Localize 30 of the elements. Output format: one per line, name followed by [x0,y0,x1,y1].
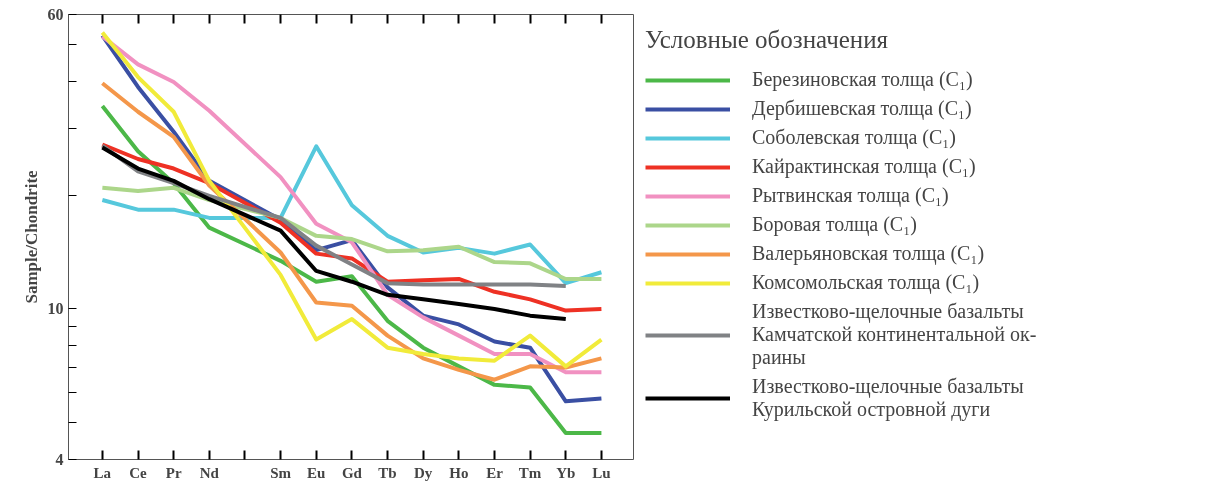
x-tick-label: Ho [449,464,469,481]
x-tick-label: Nd [199,464,220,481]
y-axis-title: Sample/Chondrite [21,169,41,304]
y-tick-label: 60 [47,6,64,23]
x-tick-label: Eu [307,464,326,481]
legend-label: Известково-щелочные базальты Курильской островной дуги [752,375,1024,421]
x-tick-label: Tm [518,464,542,481]
legend-label: Соболевская толща (C₁) [752,126,956,149]
legend-label: Кайрактинская толща (C₁) [752,155,976,178]
x-tick-label: Ce [129,464,148,481]
legend-label: Березиновская толща (C₁) [752,68,973,91]
x-tick-label: Pr [165,464,182,481]
y-tick-label: 4 [55,451,64,468]
x-tick-label: Yb [556,464,576,481]
legend-label: Валерьяновская толща (C₁) [752,242,985,265]
legend-label: Рытвинская толща (C₁) [752,184,949,207]
legend-label: Дербишевская толща (C₁) [752,97,972,120]
x-tick-label: Sm [270,464,292,481]
x-tick-label: Tb [378,464,397,481]
legend-label: Комсомольская толща (C₁) [752,271,980,294]
x-tick-label: La [93,464,112,481]
x-tick-label: Er [486,464,504,481]
y-tick-label: 10 [47,300,64,318]
x-tick-label: Gd [341,464,363,481]
line-series [100,81,604,382]
x-tick-label: Lu [592,464,611,481]
legend-title: Условные обозначения [645,26,890,54]
legend-label: Известково-щелочные базальты Камчатской континентальной ок- раины [752,300,1037,369]
legend-label: Боровая толща (C₁) [752,213,917,236]
x-tick-label: Dy [414,464,433,481]
